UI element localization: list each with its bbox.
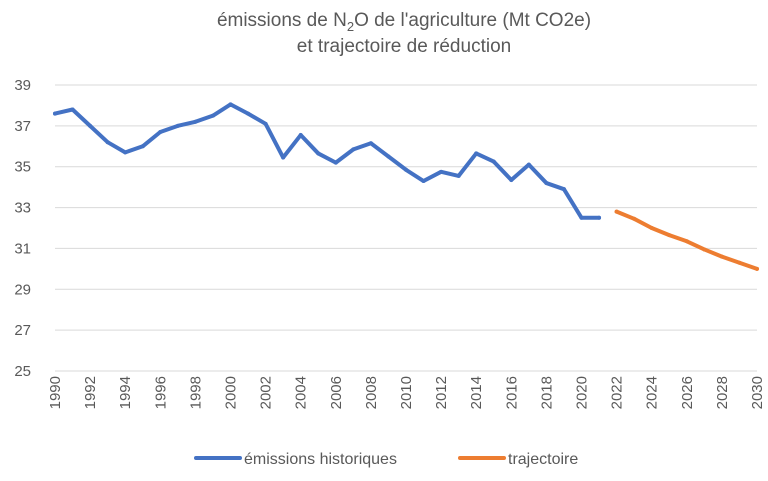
legend: émissions historiques trajectoire <box>194 451 578 468</box>
data-point-1-2006 <box>333 160 338 165</box>
data-point-1-1994 <box>123 150 128 155</box>
x-tick-label-2014: 2014 <box>468 376 485 409</box>
x-tick-label-2004: 2004 <box>293 376 310 409</box>
data-point-2-2027 <box>702 247 707 252</box>
series-1 <box>53 102 602 220</box>
data-point-1-2010 <box>404 167 408 172</box>
chart-title: émissions de N2O de l'agriculture (Mt CO… <box>217 10 591 57</box>
data-point-1-2009 <box>386 154 391 159</box>
x-axis-ticks: 1990 1992 1994 1996 1998 2000 2002 2004 2006 2008… <box>47 376 766 409</box>
x-tick-label-2016: 2016 <box>503 376 520 409</box>
data-point-1-2014 <box>474 151 479 156</box>
data-point-1-2019 <box>561 187 566 192</box>
data-point-1-1998 <box>193 119 198 124</box>
title-line-1-prefix: émissions de N <box>217 10 347 31</box>
data-point-1-2013 <box>456 173 461 178</box>
data-point-1-2016 <box>509 177 514 182</box>
data-point-1-1997 <box>175 123 180 128</box>
x-tick-label-2002: 2002 <box>258 376 275 409</box>
data-point-2-2023 <box>632 216 637 221</box>
x-tick-label-1992: 1992 <box>82 376 99 409</box>
data-point-1-1990 <box>53 111 57 116</box>
data-point-1-1996 <box>158 129 163 134</box>
data-point-1-2017 <box>526 162 531 167</box>
legend-label-1: émissions historiques <box>244 451 397 468</box>
data-point-1-2000 <box>228 102 233 107</box>
legend-label-2: trajectoire <box>508 451 578 468</box>
x-tick-label-2026: 2026 <box>679 376 696 409</box>
data-point-1-1995 <box>140 144 145 149</box>
series-line-1 <box>53 102 602 220</box>
chart-title-line-1: émissions de N2O de l'agriculture (Mt CO… <box>217 10 591 34</box>
data-point-1-1999 <box>210 113 215 118</box>
x-tick-label-1998: 1998 <box>187 376 204 409</box>
x-tick-label-2022: 2022 <box>609 376 626 409</box>
series-layer <box>53 102 759 271</box>
y-tick-label-33: 33 <box>14 200 31 217</box>
chart-title-line-2: et trajectoire de réduction <box>297 36 511 57</box>
data-point-2-2025 <box>667 233 672 238</box>
data-point-1-1992 <box>88 123 93 128</box>
x-tick-label-2006: 2006 <box>328 376 345 409</box>
x-tick-label-2000: 2000 <box>223 376 240 409</box>
x-tick-label-2030: 2030 <box>749 376 766 409</box>
data-point-1-2012 <box>439 169 444 174</box>
title-subscript: 2 <box>347 19 354 34</box>
data-point-2-2028 <box>719 254 724 259</box>
data-point-2-2022 <box>614 209 619 214</box>
data-point-2-2024 <box>649 226 654 230</box>
x-tick-label-2020: 2020 <box>574 376 591 409</box>
y-tick-label-27: 27 <box>14 322 31 339</box>
data-point-1-2001 <box>246 111 251 116</box>
data-point-1-2015 <box>491 159 496 164</box>
x-tick-label-2010: 2010 <box>398 376 415 409</box>
data-point-1-1991 <box>70 107 75 112</box>
x-tick-label-1994: 1994 <box>117 376 134 409</box>
x-tick-label-2008: 2008 <box>363 376 380 409</box>
data-point-1-2003 <box>281 155 286 160</box>
data-point-1-2002 <box>263 121 268 126</box>
x-tick-label-2024: 2024 <box>644 376 661 409</box>
data-point-1-2020 <box>579 215 584 220</box>
y-tick-label-35: 35 <box>14 159 31 176</box>
x-tick-label-2028: 2028 <box>714 376 731 409</box>
y-tick-label-39: 39 <box>14 77 31 94</box>
x-tick-label-2012: 2012 <box>433 376 450 409</box>
data-point-1-2021 <box>597 215 602 220</box>
data-point-2-2026 <box>684 239 689 244</box>
x-tick-label-1996: 1996 <box>152 376 169 409</box>
x-tick-label-2018: 2018 <box>538 376 555 409</box>
y-tick-label-25: 25 <box>14 363 31 380</box>
y-tick-label-29: 29 <box>14 281 31 298</box>
y-tick-label-31: 31 <box>14 240 31 257</box>
data-point-2-2030 <box>755 266 759 271</box>
data-point-1-2011 <box>421 179 426 184</box>
data-point-1-2005 <box>316 151 321 156</box>
data-point-1-2007 <box>351 147 356 152</box>
data-point-1-2018 <box>544 181 549 186</box>
series-2 <box>614 209 759 271</box>
title-line-1-suffix: O de l'agriculture (Mt CO2e) <box>354 10 591 31</box>
y-axis-ticks: 25 27 29 31 33 35 37 39 <box>14 77 31 380</box>
x-tick-label-1990: 1990 <box>47 376 64 409</box>
data-point-1-1993 <box>105 140 110 145</box>
data-point-2-2029 <box>737 260 742 265</box>
data-point-1-2008 <box>368 141 373 146</box>
y-tick-label-37: 37 <box>14 118 31 135</box>
data-point-1-2004 <box>298 133 303 138</box>
